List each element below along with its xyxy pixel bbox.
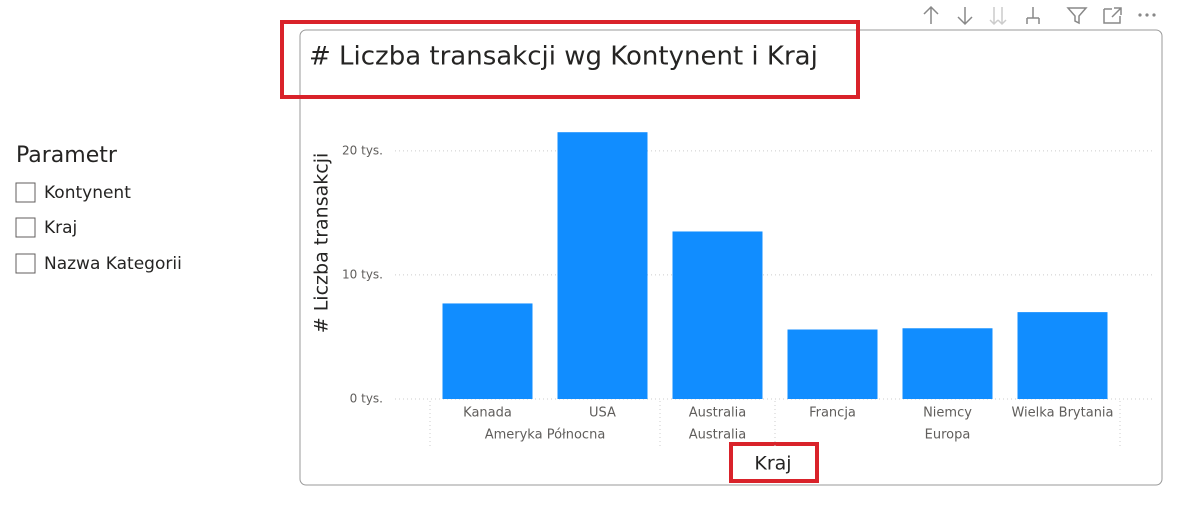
x-tick-label: Wielka Brytania [1011,406,1113,421]
drill-down-icon[interactable] [957,7,973,26]
highlight-box [280,20,860,99]
bar [787,329,878,399]
y-axis-label: # Liczba transakcji [311,153,333,333]
focus-icon[interactable] [1103,7,1122,24]
x-tick-label: Kanada [463,406,512,421]
y-tick-label: 20 tys. [342,143,383,157]
slicer-item[interactable]: Kontynent [44,183,131,203]
group-label: Australia [689,428,747,443]
plot: 0 tys. 10 tys. 20 tys. Kanada USA Ameryka Pół… [342,132,1155,446]
slicer-title: Parametr [16,143,118,168]
filter-icon[interactable] [1066,7,1088,25]
x-tick-label: USA [589,406,616,421]
checkbox[interactable] [15,182,36,203]
slicer-item[interactable]: Nazwa Kategorii [44,254,182,274]
more-icon[interactable] [1138,13,1156,17]
checkbox[interactable] [15,217,36,238]
y-tick-label: 0 tys. [350,392,383,406]
bar [557,132,648,400]
bar [1017,312,1108,399]
expand-all-icon[interactable] [989,7,1007,26]
bar [902,328,993,399]
chart-title: # Liczba transakcji wg Kontynent i Kraj [309,42,818,72]
highlight-box [729,442,819,483]
checkbox[interactable] [15,253,36,274]
bar [672,231,763,399]
slicer-items: Kontynent Kraj Nazwa Kategorii [15,182,182,274]
x-tick-label: Francja [809,406,856,421]
group-label: Ameryka Północna [485,428,606,443]
x-tick-label: Niemcy [923,406,972,421]
x-axis-label: Kraj [754,453,791,475]
bar [442,303,533,399]
group-label: Europa [925,428,971,443]
drill-up-icon[interactable] [923,5,939,24]
x-tick-label: Australia [689,406,747,421]
expand-icon[interactable] [1026,7,1040,24]
slicer-item[interactable]: Kraj [44,218,77,238]
y-tick-label: 10 tys. [342,267,383,281]
visual-header-icons [923,5,1156,26]
